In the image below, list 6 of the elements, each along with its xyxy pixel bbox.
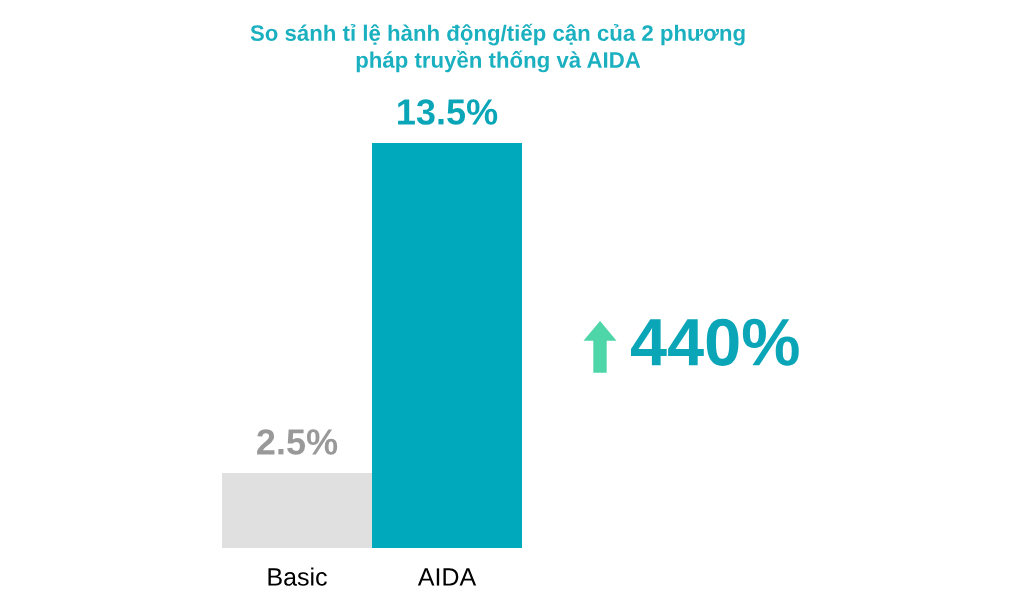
x-tick-label: AIDA bbox=[417, 568, 477, 586]
chart-title: So sánh tỉ lệ hành động/tiếp cận của 2 phương pháp truyền thống và AIDA bbox=[250, 23, 745, 73]
data-label: 2.5% bbox=[257, 429, 338, 455]
text: 440% bbox=[631, 318, 799, 366]
x-tick-label: Basic bbox=[268, 567, 327, 586]
data-label: 13.5% bbox=[398, 99, 498, 125]
